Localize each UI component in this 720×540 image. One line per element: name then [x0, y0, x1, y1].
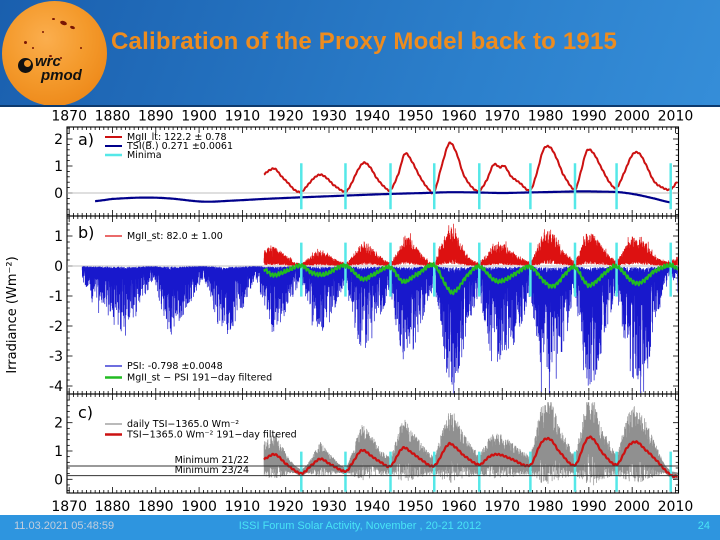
x-tick-label-bottom: 1880 — [95, 499, 131, 515]
x-tick-label-bottom: 1970 — [484, 499, 520, 515]
x-tick-label-top: 1920 — [268, 109, 304, 125]
y-tick-label: 0 — [54, 259, 63, 275]
x-tick-label-bottom: 1930 — [311, 499, 347, 515]
legend-label: TSI(B.) 0.271 ±0.0061 — [126, 141, 233, 152]
x-tick-label-bottom: 1980 — [528, 499, 564, 515]
legend-label: TSI−1365.0 Wm⁻² 191−day filtered — [126, 430, 297, 441]
x-tick-label-bottom: 1950 — [398, 499, 434, 515]
y-tick-label: 1 — [54, 444, 63, 460]
x-tick-label-top: 1950 — [398, 109, 434, 125]
x-tick-label-top: 1990 — [571, 109, 607, 125]
legend-label: MgII_lt: 122.2 ± 0.78 — [127, 132, 227, 143]
y-tick-label: -4 — [49, 379, 63, 395]
x-tick-label-top: 1960 — [441, 109, 477, 125]
legend-label: MgII_st − PSI 191−day filtered — [127, 373, 272, 384]
footer-event-title: ISSI Forum Solar Activity, November , 20… — [238, 520, 482, 532]
x-tick-label-bottom: 1920 — [268, 499, 304, 515]
y-tick-label: 0 — [54, 186, 63, 202]
series-tsi_filtered — [263, 435, 678, 479]
series-psi_daily — [81, 266, 678, 394]
series-mgii_minus_psi_filtered — [263, 261, 678, 296]
x-tick-label-top: 1910 — [225, 109, 261, 125]
x-tick-label-top: 1970 — [484, 109, 520, 125]
x-tick-label-top: 1900 — [181, 109, 217, 125]
header-divider — [0, 105, 720, 107]
irradiance-chart: Irradiance (Wm⁻²) 1870 1870 1880 1880 1890 189… — [0, 107, 720, 515]
x-tick-label-bottom: 1990 — [571, 499, 607, 515]
x-tick-label-top: 1880 — [95, 109, 131, 125]
logo-text-wrc: wrc — [35, 53, 61, 70]
panel-b: 1 0 -1 -2 -3 -4 b) MgII_st: 82.0 ± 1.00 PSI: -0.… — [49, 215, 680, 395]
panel-label-a: a) — [78, 130, 94, 149]
irradiance-chart-svg: Irradiance (Wm⁻²) 1870 1870 1880 1880 1890 189… — [5, 109, 694, 516]
series-mgii_lt — [263, 141, 678, 195]
sunspot — [42, 31, 44, 33]
x-tick-label-bottom: 2010 — [658, 499, 694, 515]
pmod-wrc-logo-icon — [18, 58, 33, 73]
logo-text-pmod: pmod — [41, 67, 82, 84]
x-tick-label-top: 1930 — [311, 109, 347, 125]
legend-label: daily TSI−1365.0 Wm⁻² — [127, 419, 239, 430]
y-tick-label: 2 — [54, 132, 63, 148]
legend-label: Minima — [127, 150, 162, 161]
reference-line-label: Minimum 23/24 — [175, 465, 249, 476]
footer-datetime: 11.03.2021 05:48:59 — [14, 520, 115, 532]
slide-header: wrc pmod Calibration of the Proxy Model … — [0, 0, 720, 107]
reference-line-label: Minimum 21/22 — [175, 455, 249, 466]
y-tick-label: 1 — [54, 229, 63, 245]
footer-page-number: 24 — [697, 520, 710, 532]
y-tick-label: 1 — [54, 159, 63, 175]
page-title: Calibration of the Proxy Model back to 1… — [111, 28, 618, 55]
y-tick-label: -3 — [49, 349, 63, 365]
x-tick-label-bottom: 1870 — [51, 499, 87, 515]
sunspot — [24, 41, 27, 44]
x-tick-label-bottom: 1940 — [354, 499, 390, 515]
y-tick-label: -1 — [49, 289, 63, 305]
x-tick-label-top: 1870 — [51, 109, 87, 125]
legend-label: PSI: -0.798 ±0.0048 — [127, 361, 223, 372]
sunspot — [49, 55, 52, 57]
sunspot — [80, 47, 82, 49]
x-tick-label-bottom: 1900 — [181, 499, 217, 515]
x-tick-label-top: 1890 — [138, 109, 174, 125]
series-tsi_daily — [263, 402, 678, 486]
x-tick-label-bottom: 1890 — [138, 499, 174, 515]
sunspot — [60, 57, 62, 59]
x-tick-label-top: 1980 — [528, 109, 564, 125]
y-tick-label: 0 — [54, 472, 63, 488]
x-tick-label-top: 1940 — [354, 109, 390, 125]
y-axis-title: Irradiance (Wm⁻²) — [5, 256, 20, 373]
sunspot — [59, 19, 68, 27]
x-tick-label-bottom: 2000 — [614, 499, 650, 515]
sunspot — [32, 47, 34, 49]
x-tick-label-bottom: 1960 — [441, 499, 477, 515]
slide-footer: 11.03.2021 05:48:59 ISSI Forum Solar Act… — [0, 515, 720, 540]
panel-label-b: b) — [78, 223, 94, 242]
series-mgii_st_daily — [263, 223, 678, 266]
x-tick-label-top: 2010 — [658, 109, 694, 125]
panel-label-c: c) — [78, 403, 93, 422]
x-tick-label-bottom: 1910 — [225, 499, 261, 515]
y-tick-label: -2 — [49, 319, 63, 335]
sunspot — [69, 25, 76, 30]
y-tick-label: 2 — [54, 416, 63, 432]
sunspot — [52, 18, 55, 20]
legend-label: MgII_st: 82.0 ± 1.00 — [127, 231, 223, 242]
sun-logo: wrc pmod — [2, 1, 107, 106]
x-tick-label-top: 2000 — [614, 109, 650, 125]
